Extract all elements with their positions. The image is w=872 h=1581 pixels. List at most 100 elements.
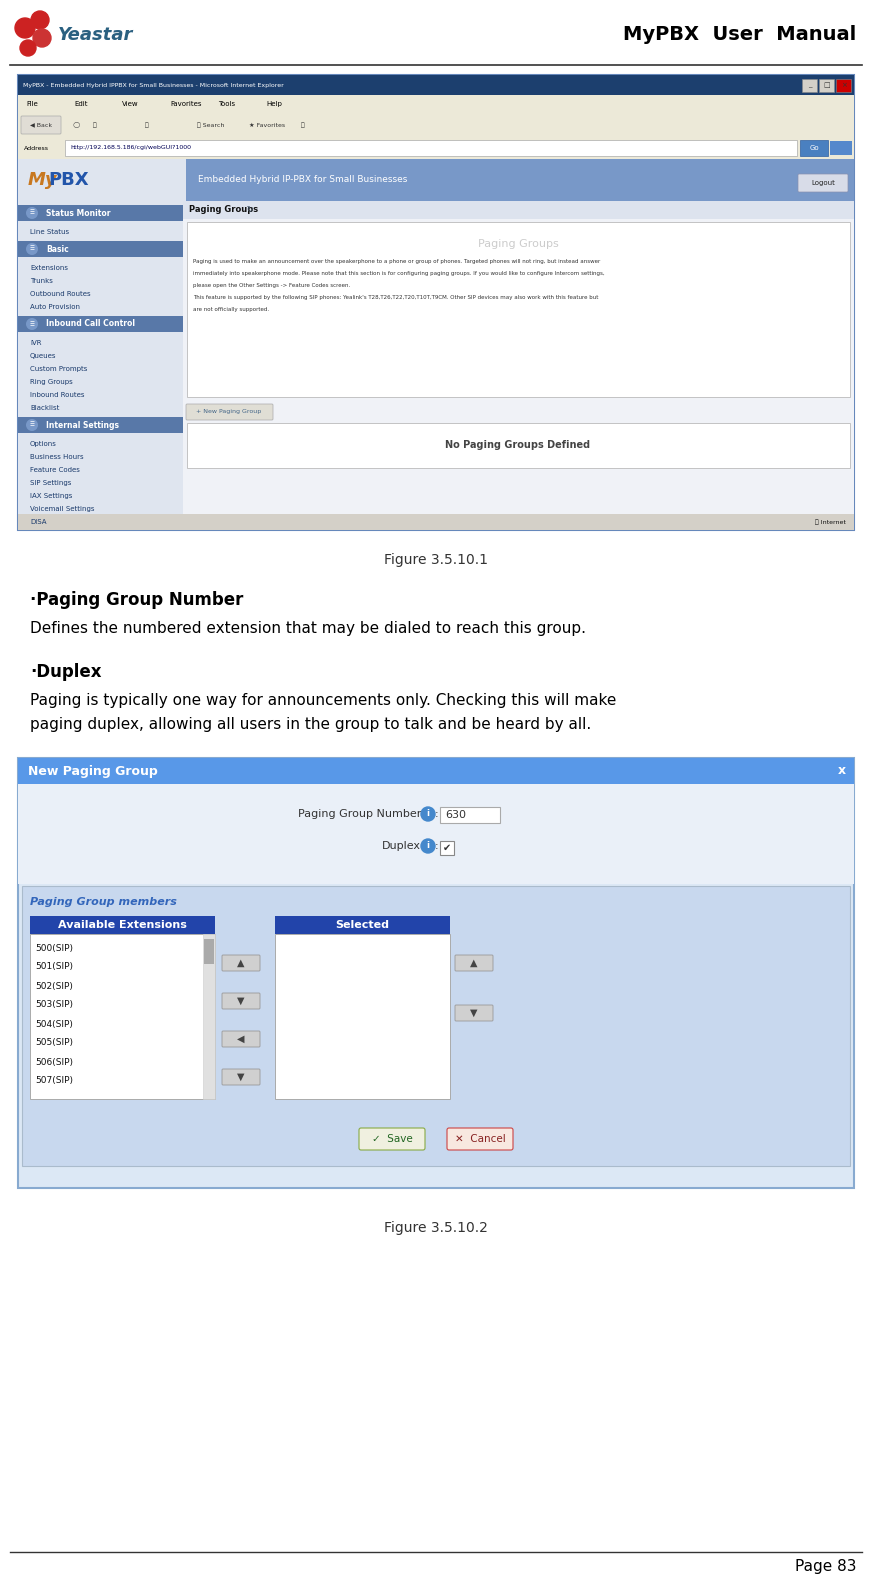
Text: Tools: Tools: [218, 101, 235, 108]
Text: Duplex: Duplex: [382, 841, 421, 851]
Bar: [440, 841, 454, 855]
Text: Outbound Routes: Outbound Routes: [30, 291, 91, 297]
Bar: [187, 424, 850, 468]
Text: ▲: ▲: [237, 958, 245, 968]
Bar: [203, 934, 215, 1099]
Text: Voicemail Settings: Voicemail Settings: [30, 506, 94, 512]
Text: Paging is used to make an announcement over the speakerphone to a phone or group: Paging is used to make an announcement o…: [193, 259, 600, 264]
Text: New Paging Group: New Paging Group: [28, 765, 158, 778]
Bar: [18, 160, 186, 201]
Text: Inbound Call Control: Inbound Call Control: [46, 319, 135, 329]
Bar: [183, 201, 854, 530]
Bar: [18, 514, 854, 530]
Text: Available Extensions: Available Extensions: [58, 920, 187, 930]
Bar: [836, 79, 851, 92]
Text: ☰: ☰: [30, 321, 34, 327]
Text: i: i: [426, 841, 430, 851]
Text: ×: ×: [841, 82, 847, 89]
Text: Go: Go: [809, 145, 819, 152]
Bar: [440, 806, 500, 824]
FancyBboxPatch shape: [21, 115, 61, 134]
Circle shape: [26, 318, 38, 330]
Text: Paging Group members: Paging Group members: [30, 896, 177, 907]
Text: + New Paging Group: + New Paging Group: [196, 409, 262, 414]
Text: Inbound Routes: Inbound Routes: [30, 392, 85, 398]
Text: 501(SIP): 501(SIP): [35, 963, 73, 971]
Text: ⭐ Search: ⭐ Search: [197, 122, 224, 128]
Text: i: i: [426, 809, 430, 819]
Text: Help: Help: [266, 101, 282, 108]
Bar: [830, 141, 852, 155]
FancyBboxPatch shape: [222, 993, 260, 1009]
Text: Paging Groups: Paging Groups: [478, 239, 558, 248]
Text: Queues: Queues: [30, 353, 57, 359]
Text: please open the Other Settings -> Feature Codes screen.: please open the Other Settings -> Featur…: [193, 283, 351, 288]
Bar: [275, 934, 450, 1099]
Circle shape: [26, 207, 38, 220]
Text: ·Paging Group Number: ·Paging Group Number: [30, 591, 243, 609]
FancyBboxPatch shape: [359, 1127, 425, 1149]
Text: 🌐 Internet: 🌐 Internet: [815, 519, 846, 525]
Text: 505(SIP): 505(SIP): [35, 1039, 73, 1048]
Circle shape: [26, 243, 38, 255]
Bar: [18, 240, 183, 258]
Bar: [22, 885, 850, 1167]
Text: http://192.168.5.186/cgi/webGUI?1000: http://192.168.5.186/cgi/webGUI?1000: [70, 145, 191, 150]
Text: PBX: PBX: [48, 171, 89, 190]
Text: Edit: Edit: [74, 101, 87, 108]
Text: Paging Group Number: Paging Group Number: [297, 809, 421, 819]
FancyBboxPatch shape: [447, 1127, 513, 1149]
Text: No Paging Groups Defined: No Paging Groups Defined: [446, 440, 590, 451]
Circle shape: [421, 840, 435, 854]
Text: Ring Groups: Ring Groups: [30, 379, 72, 386]
Text: ☰: ☰: [30, 210, 34, 215]
Bar: [18, 784, 854, 884]
FancyBboxPatch shape: [798, 174, 848, 191]
Text: Options: Options: [30, 441, 57, 447]
Text: View: View: [122, 101, 139, 108]
Text: IAX Settings: IAX Settings: [30, 493, 72, 500]
Text: paging duplex, allowing all users in the group to talk and be heard by all.: paging duplex, allowing all users in the…: [30, 716, 591, 732]
Bar: [800, 141, 828, 157]
Text: My: My: [28, 171, 58, 190]
Text: ▼: ▼: [237, 1072, 245, 1081]
Text: □: □: [823, 82, 830, 89]
Bar: [18, 95, 854, 112]
Text: :: :: [435, 809, 439, 819]
Text: Favorites: Favorites: [170, 101, 201, 108]
Text: SIP Settings: SIP Settings: [30, 481, 72, 485]
Circle shape: [15, 17, 35, 38]
Text: ✕  Cancel: ✕ Cancel: [454, 1134, 506, 1145]
Text: ▲: ▲: [470, 958, 478, 968]
Bar: [18, 757, 854, 784]
FancyBboxPatch shape: [222, 1069, 260, 1085]
Text: ↻: ↻: [243, 206, 253, 215]
Bar: [204, 939, 214, 964]
Text: :: :: [435, 841, 439, 851]
Text: x: x: [838, 765, 846, 778]
Text: 🔄: 🔄: [93, 122, 97, 128]
Text: Trunks: Trunks: [30, 278, 53, 285]
Circle shape: [20, 40, 36, 55]
Text: ★ Favorites: ★ Favorites: [249, 122, 285, 128]
Bar: [18, 74, 854, 95]
Text: 🖨: 🖨: [301, 122, 304, 128]
Text: Feature Codes: Feature Codes: [30, 466, 80, 473]
Bar: [18, 206, 183, 221]
Text: This feature is supported by the following SIP phones: Yealink's T28,T26,T22,T20: This feature is supported by the followi…: [193, 296, 598, 300]
Bar: [18, 74, 854, 530]
Bar: [18, 112, 854, 138]
Text: 507(SIP): 507(SIP): [35, 1077, 73, 1086]
Text: Status Monitor: Status Monitor: [46, 209, 111, 218]
Text: ✔: ✔: [443, 843, 451, 854]
Text: 504(SIP): 504(SIP): [35, 1020, 73, 1029]
Text: ✓  Save: ✓ Save: [371, 1134, 412, 1145]
FancyBboxPatch shape: [222, 955, 260, 971]
Text: Paging Groups: Paging Groups: [189, 206, 258, 215]
Text: immediately into speakerphone mode. Please note that this section is for configu: immediately into speakerphone mode. Plea…: [193, 272, 604, 277]
Text: ◀ Back: ◀ Back: [30, 122, 52, 128]
Text: Business Hours: Business Hours: [30, 454, 84, 460]
Text: ○: ○: [72, 120, 79, 130]
Text: Figure 3.5.10.1: Figure 3.5.10.1: [384, 553, 488, 568]
Text: Selected: Selected: [335, 920, 389, 930]
